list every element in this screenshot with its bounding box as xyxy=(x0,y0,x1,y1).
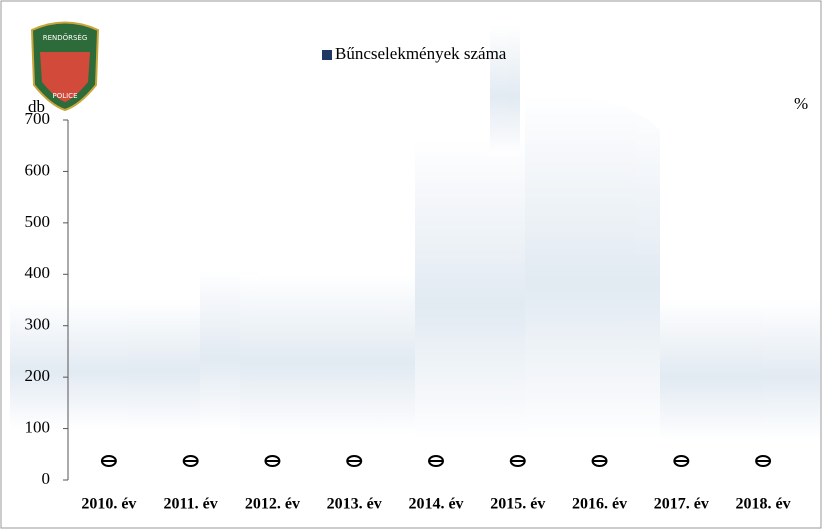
x-tick-label: 2014. év xyxy=(408,496,463,513)
data-label-symbol xyxy=(593,456,607,466)
page: RENDŐRSÉG POLICE db % 010020030040050060… xyxy=(0,0,823,530)
y-tick-label: 500 xyxy=(25,212,51,231)
y-tick-label: 400 xyxy=(25,263,51,282)
y-tick-label: 100 xyxy=(25,417,51,436)
y2-axis-label: % xyxy=(794,94,808,113)
x-tick-label: 2015. év xyxy=(490,496,545,513)
data-label-symbol xyxy=(184,456,198,466)
data-label-symbol xyxy=(102,456,116,466)
legend-swatch xyxy=(322,50,332,60)
chart: RENDŐRSÉG POLICE db % 010020030040050060… xyxy=(0,0,823,530)
data-label-symbol xyxy=(347,456,361,466)
frame xyxy=(1,1,821,528)
data-label-symbol xyxy=(429,456,443,466)
y-tick-label: 200 xyxy=(25,366,51,385)
y-tick-label: 700 xyxy=(25,109,51,128)
y-tick-label: 600 xyxy=(25,160,51,179)
data-label-symbol xyxy=(674,456,688,466)
x-tick-label: 2018. év xyxy=(736,496,791,513)
x-tick-label: 2013. év xyxy=(327,496,382,513)
x-tick-label: 2012. év xyxy=(245,496,300,513)
legend-label: Bűncselekmények száma xyxy=(335,44,507,63)
y-tick-label: 300 xyxy=(25,315,51,334)
y-tick-label: 0 xyxy=(42,469,51,488)
x-tick-label: 2016. év xyxy=(572,496,627,513)
x-tick-label: 2011. év xyxy=(164,496,218,513)
x-tick-label: 2017. év xyxy=(654,496,709,513)
x-tick-label: 2010. év xyxy=(81,496,136,513)
data-label-symbol xyxy=(756,456,770,466)
data-label-symbol xyxy=(265,456,279,466)
logo-text: RENDŐRSÉG xyxy=(43,33,88,42)
logo-text: POLICE xyxy=(52,92,77,100)
data-label-symbol xyxy=(511,456,525,466)
